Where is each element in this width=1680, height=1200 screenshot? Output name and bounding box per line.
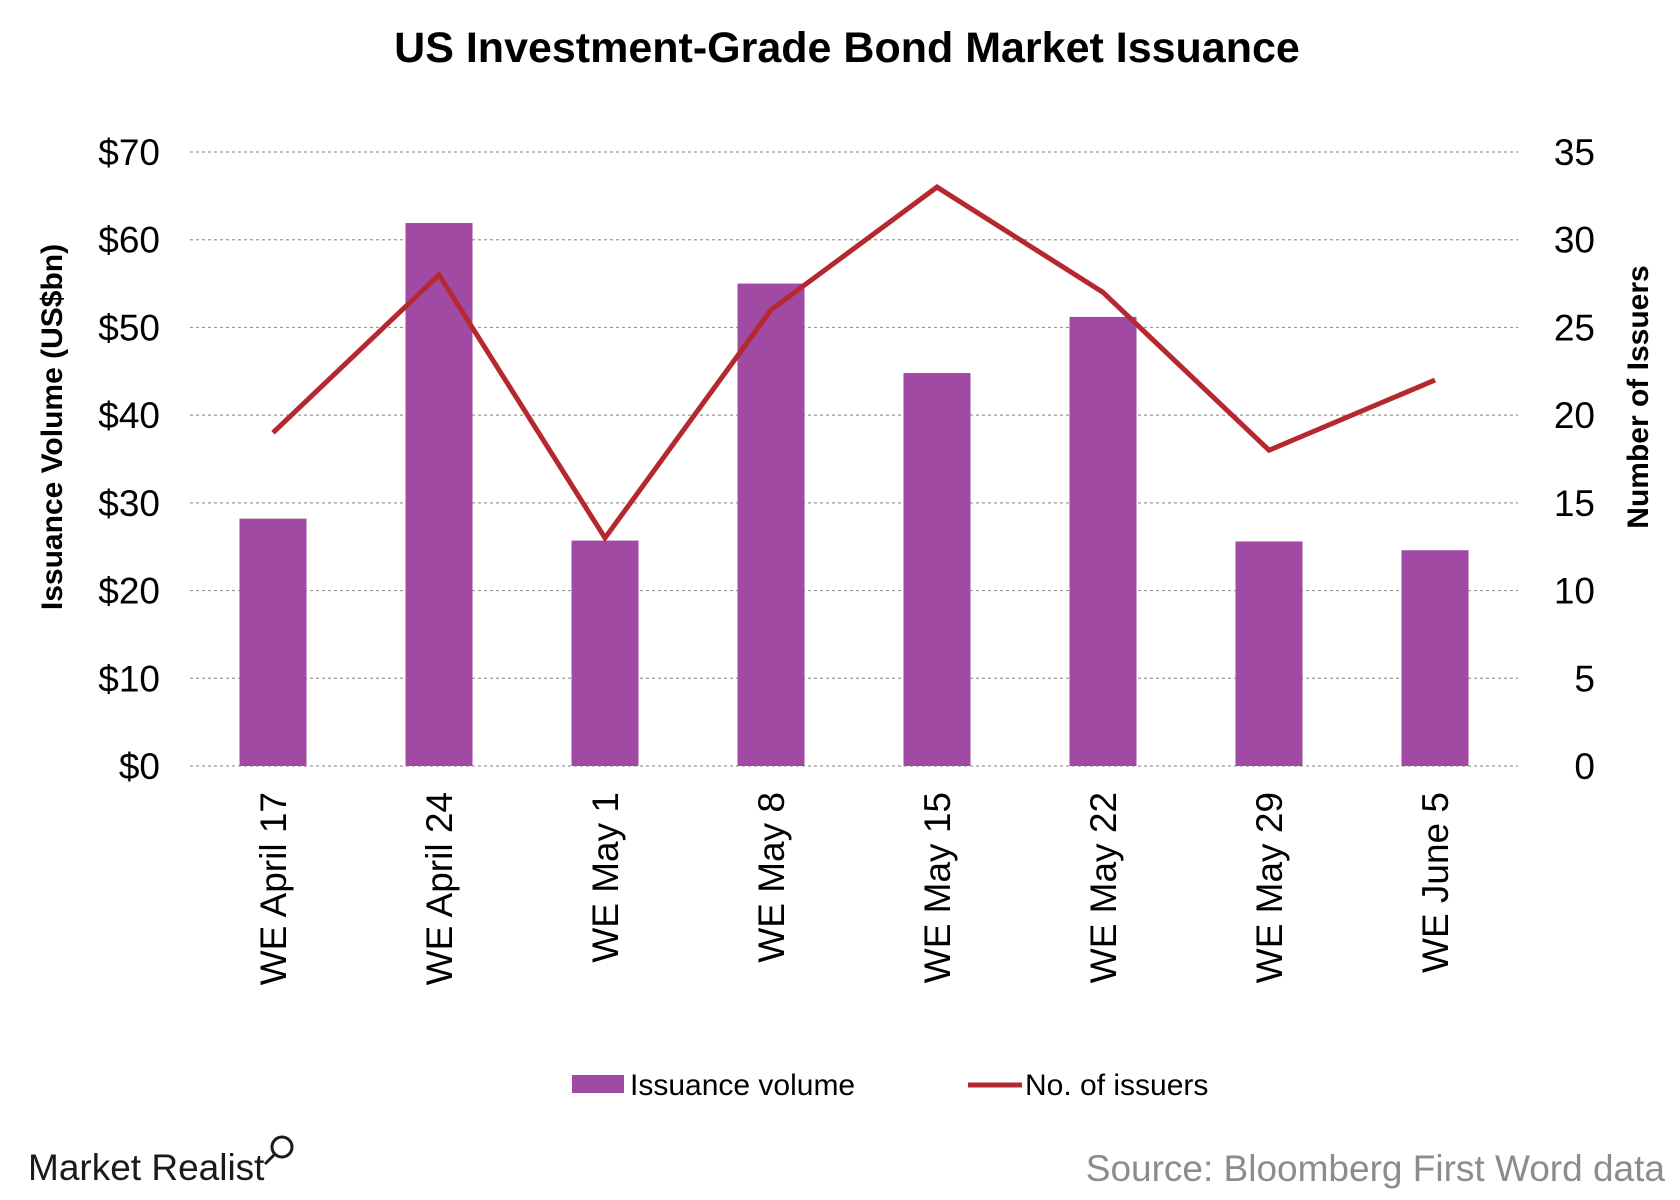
magnifier-handle (263, 1153, 276, 1166)
logo-text: Market Realist (28, 1147, 265, 1188)
y2-tick-label: 5 (1574, 658, 1595, 699)
bar (1069, 316, 1137, 766)
bar (903, 373, 971, 766)
y2-tick-label: 15 (1554, 483, 1595, 524)
y-tick-label: $30 (98, 483, 160, 524)
y-tick-label: $50 (98, 307, 160, 348)
x-tick-label: WE June 5 (1415, 792, 1456, 973)
legend-label-no-of-issuers: No. of issuers (1025, 1069, 1208, 1102)
x-axis-categories: WE April 17 WE April 24 WE May 1 WE May 8 WE… (253, 792, 1456, 985)
y-tick-label: $0 (119, 746, 160, 787)
y-axis-left-label: Issuance Volume (US$bn) (36, 244, 69, 610)
y-axis-right-ticks: 0 5 10 15 20 25 30 35 (1554, 132, 1595, 787)
bar (1401, 550, 1469, 766)
y-tick-label: $40 (98, 395, 160, 436)
legend-label-issuance-volume: Issuance volume (630, 1069, 855, 1102)
source-note: Source: Bloomberg First Word data (1086, 1148, 1666, 1189)
bar-series (239, 223, 1469, 766)
chart-title: US Investment-Grade Bond Market Issuance (394, 24, 1300, 72)
bar (1235, 541, 1303, 766)
x-tick-label: WE April 24 (419, 792, 460, 985)
x-tick-label: WE May 22 (1083, 792, 1124, 983)
legend: Issuance volume No. of issuers (572, 1069, 1208, 1102)
issuers-line (271, 184, 1436, 543)
market-realist-logo: Market Realist (28, 1135, 294, 1188)
x-tick-label: WE May 15 (917, 792, 958, 983)
x-tick-label: WE May 1 (585, 792, 626, 963)
x-tick-label: WE May 8 (751, 792, 792, 963)
y-tick-label: $20 (98, 571, 160, 612)
y2-tick-label: 0 (1574, 746, 1595, 787)
y2-tick-label: 25 (1554, 307, 1595, 348)
y2-tick-label: 35 (1554, 132, 1595, 173)
bar (405, 223, 473, 766)
line-series (271, 184, 1436, 543)
legend-swatch-issuance-volume (572, 1075, 624, 1093)
x-tick-label: WE April 17 (253, 792, 294, 985)
y-tick-label: $60 (98, 220, 160, 261)
y-axis-right-label: Number of Issuers (1622, 265, 1655, 528)
x-tick-label: WE May 29 (1249, 792, 1290, 983)
y2-tick-label: 30 (1554, 220, 1595, 261)
y2-tick-label: 20 (1554, 395, 1595, 436)
bar (239, 518, 307, 766)
y-axis-left-ticks: $0 $10 $20 $30 $40 $50 $60 $70 (98, 132, 160, 787)
magnifier-icon (270, 1135, 294, 1159)
bar (737, 283, 805, 766)
y2-tick-label: 10 (1554, 571, 1595, 612)
y-tick-label: $70 (98, 132, 160, 173)
y-tick-label: $10 (98, 658, 160, 699)
gridlines (190, 151, 1518, 767)
bar (571, 540, 639, 766)
